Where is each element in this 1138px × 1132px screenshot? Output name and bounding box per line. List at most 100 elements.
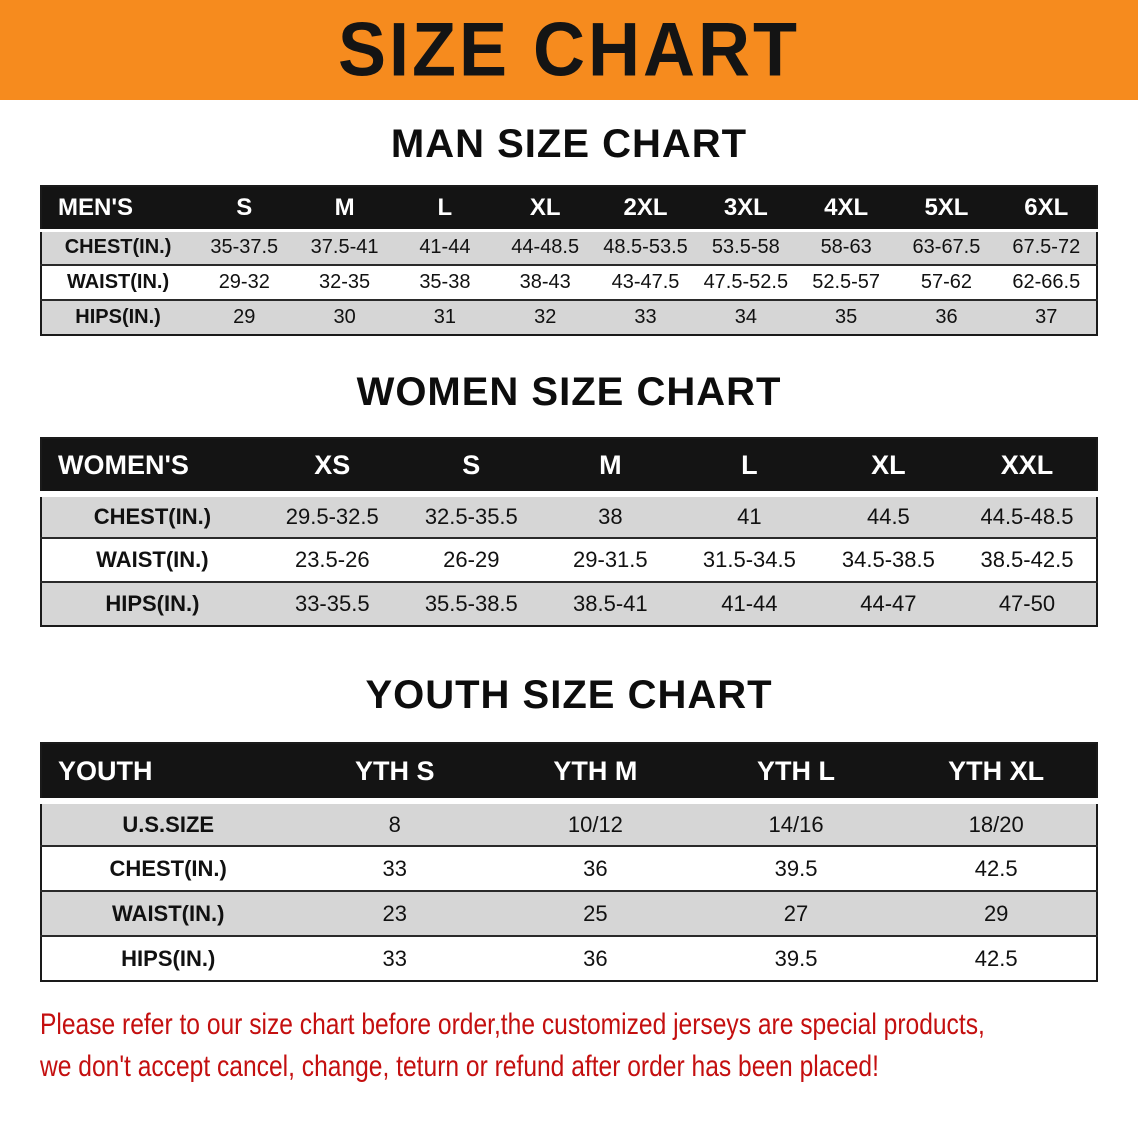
size-value: 48.5-53.5 bbox=[603, 236, 688, 259]
sections: MAN SIZE CHART MEN'S S M L XL 2XL 3XL 4XL 5XL 6XL C… bbox=[0, 122, 1138, 982]
row-label: U.S.SIZE bbox=[122, 811, 215, 837]
youth-section-title: YOUTH SIZE CHART bbox=[365, 673, 773, 717]
size-value: 38-43 bbox=[519, 271, 571, 293]
size-value: 32-35 bbox=[319, 271, 371, 293]
men-column-header: 6XL bbox=[996, 186, 1097, 232]
size-value: 29-32 bbox=[218, 271, 270, 293]
men-column-header: XL bbox=[495, 186, 596, 232]
size-value: 47.5-52.5 bbox=[703, 271, 789, 293]
table-row: HIPS(IN.) 33-35.5 35.5-38.5 38.5-41 41-44 44-… bbox=[41, 582, 1097, 626]
size-value: 29 bbox=[983, 900, 1009, 926]
size-value: 34.5-38.5 bbox=[841, 547, 935, 572]
page-title: SIZE CHART bbox=[338, 7, 800, 93]
women-column-header: L bbox=[679, 438, 819, 497]
women-section-title: WOMEN SIZE CHART bbox=[356, 370, 782, 414]
women-size-table: WOMEN'S XS S M L XL XXL CHEST(IN.) 29.5-32.5 32.5… bbox=[40, 437, 1098, 627]
size-value: 33 bbox=[634, 306, 657, 328]
table-row: CHEST(IN.) 35-37.5 37.5-41 41-44 44-48.5 48.5… bbox=[41, 230, 1097, 265]
size-value: 38.5-41 bbox=[573, 591, 648, 616]
size-value: 35 bbox=[835, 306, 858, 328]
row-label: HIPS(IN.) bbox=[75, 306, 161, 328]
men-section-title: MAN SIZE CHART bbox=[390, 122, 748, 166]
women-header-row: WOMEN'S XS S M L XL XXL bbox=[41, 438, 1097, 497]
size-value: 62-66.5 bbox=[1012, 271, 1081, 293]
size-value: 10/12 bbox=[567, 811, 623, 837]
size-value: 30 bbox=[333, 306, 356, 328]
men-header-row: MEN'S S M L XL 2XL 3XL 4XL 5XL 6XL bbox=[41, 186, 1097, 232]
size-value: 29-31.5 bbox=[573, 547, 648, 572]
size-value: 35-37.5 bbox=[210, 236, 279, 259]
size-value: 35-38 bbox=[419, 271, 471, 293]
women-table-title: WOMEN'S bbox=[41, 438, 263, 497]
table-row: U.S.SIZE 8 10/12 14/16 18/20 bbox=[41, 801, 1097, 846]
size-value: 52.5-57 bbox=[812, 271, 881, 293]
men-column-header: M bbox=[294, 186, 395, 232]
women-column-header: XL bbox=[818, 438, 958, 497]
women-column-header: M bbox=[540, 438, 680, 497]
size-value: 38.5-42.5 bbox=[980, 547, 1074, 572]
size-value: 27 bbox=[783, 900, 809, 926]
youth-column-header: YTH M bbox=[495, 743, 696, 804]
youth-column-header: YTH L bbox=[695, 743, 897, 804]
size-value: 29.5-32.5 bbox=[285, 504, 379, 529]
size-value: 32.5-35.5 bbox=[424, 504, 518, 529]
youth-column-header: YTH XL bbox=[896, 743, 1097, 804]
size-value: 47-50 bbox=[998, 591, 1056, 616]
size-value: 32 bbox=[534, 306, 557, 328]
youth-table-title: YOUTH bbox=[41, 743, 295, 804]
size-value: 44-47 bbox=[860, 591, 917, 616]
size-value: 33-35.5 bbox=[294, 591, 370, 616]
size-value: 53.5-58 bbox=[711, 236, 780, 259]
table-row: WAIST(IN.) 23.5-26 26-29 29-31.5 31.5-34.5 34… bbox=[41, 538, 1097, 582]
row-label: WAIST(IN.) bbox=[66, 271, 170, 293]
men-size-table: MEN'S S M L XL 2XL 3XL 4XL 5XL 6XL CHEST(IN.) 35-37… bbox=[40, 185, 1098, 336]
size-value: 42.5 bbox=[974, 855, 1018, 881]
size-value: 41-44 bbox=[721, 591, 778, 616]
size-value: 8 bbox=[388, 811, 401, 837]
size-value: 58-63 bbox=[820, 236, 872, 259]
size-value: 43-47.5 bbox=[611, 271, 680, 293]
size-value: 67.5-72 bbox=[1012, 236, 1081, 259]
size-value: 26-29 bbox=[443, 547, 500, 572]
row-label: WAIST(IN.) bbox=[112, 900, 225, 926]
size-value: 36 bbox=[583, 945, 608, 971]
size-value: 35.5-38.5 bbox=[424, 591, 518, 616]
banner: SIZE CHART bbox=[0, 0, 1138, 100]
men-column-header: 4XL bbox=[795, 186, 897, 232]
size-value: 41-44 bbox=[419, 236, 471, 259]
size-value: 44-48.5 bbox=[511, 236, 580, 259]
men-column-header: 2XL bbox=[595, 186, 696, 232]
size-value: 25 bbox=[583, 900, 608, 926]
size-value: 57-62 bbox=[920, 271, 973, 293]
row-label: CHEST(IN.) bbox=[64, 236, 172, 259]
men-table-title: MEN'S bbox=[41, 186, 195, 232]
size-value: 23 bbox=[382, 900, 407, 926]
youth-header-row: YOUTH YTH S YTH M YTH L YTH XL bbox=[41, 743, 1097, 804]
women-column-header: XS bbox=[262, 438, 402, 497]
youth-size-table: YOUTH YTH S YTH M YTH L YTH XL U.S.SIZE 8 10/12… bbox=[40, 742, 1098, 982]
women-column-header: S bbox=[401, 438, 541, 497]
disclaimer-line-2: we don't accept cancel, change, teturn o… bbox=[40, 1050, 879, 1083]
size-value: 44.5 bbox=[866, 504, 910, 529]
men-column-header: L bbox=[394, 186, 496, 232]
size-value: 63-67.5 bbox=[912, 236, 981, 259]
men-column-header: 3XL bbox=[695, 186, 796, 232]
size-value: 14/16 bbox=[768, 811, 824, 837]
size-value: 29 bbox=[233, 306, 256, 328]
youth-column-header: YTH S bbox=[294, 743, 496, 804]
size-value: 37 bbox=[1035, 306, 1058, 328]
row-label: CHEST(IN.) bbox=[109, 855, 227, 881]
disclaimer-line-1: Please refer to our size chart before or… bbox=[40, 1008, 985, 1041]
size-value: 44.5-48.5 bbox=[980, 504, 1074, 529]
size-value: 37.5-41 bbox=[310, 236, 379, 259]
disclaimer: Please refer to our size chart before or… bbox=[0, 982, 1138, 1088]
size-value: 36 bbox=[583, 855, 608, 881]
table-row: HIPS(IN.) 29 30 31 32 33 34 35 36 37 bbox=[41, 300, 1097, 335]
size-value: 36 bbox=[935, 306, 958, 328]
size-value: 31.5-34.5 bbox=[702, 547, 796, 572]
size-value: 39.5 bbox=[774, 855, 818, 881]
size-value: 31 bbox=[433, 306, 457, 328]
size-value: 41 bbox=[737, 504, 762, 529]
section-youth: YOUTH SIZE CHART YOUTH YTH S YTH M YTH L YTH … bbox=[40, 673, 1098, 982]
